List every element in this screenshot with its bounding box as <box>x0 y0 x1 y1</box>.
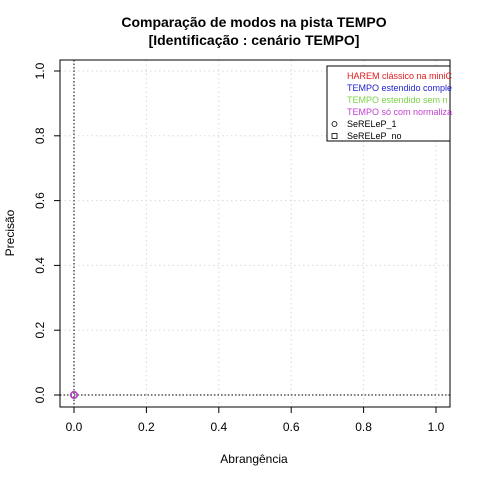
y-tick-label: 0.0 <box>33 386 47 403</box>
x-tick-label: 0.6 <box>283 420 300 434</box>
legend-entry: TEMPO só com normaliza <box>347 107 452 117</box>
x-axis: 0.0 0.2 0.4 0.6 0.8 1.0 <box>66 407 445 434</box>
chart-title: Comparação de modos na pista TEMPO <box>121 14 386 30</box>
y-tick-label: 0.4 <box>33 257 47 274</box>
x-axis-label: Abrangência <box>220 452 288 466</box>
y-tick-label: 1.0 <box>33 62 47 79</box>
x-tick-label: 0.4 <box>210 420 227 434</box>
legend-entry: TEMPO estendido sem n <box>347 95 448 105</box>
y-tick-label: 0.8 <box>33 127 47 144</box>
legend: HAREM clássico na miniC TEMPO estendido c… <box>326 65 453 142</box>
legend-entry: HAREM clássico na miniC <box>347 71 453 81</box>
legend-box <box>326 65 451 142</box>
legend-circle-symbol <box>331 121 338 127</box>
chart-subtitle: [Identificação : cenário TEMPO] <box>149 32 360 48</box>
plot-frame <box>59 59 451 408</box>
legend-square-symbol <box>331 133 338 139</box>
y-axis-label: Precisão <box>3 209 17 256</box>
x-tick-label: 0.8 <box>355 420 372 434</box>
data-point <box>70 391 78 399</box>
y-axis: 0.0 0.2 0.4 0.6 0.8 1.0 <box>33 62 60 403</box>
y-tick-label: 0.6 <box>33 192 47 209</box>
x-tick-label: 1.0 <box>428 420 445 434</box>
legend-entry: TEMPO estendido comple <box>347 83 452 93</box>
legend-entry: SeRELeP_no <box>347 131 402 141</box>
y-tick-label: 0.2 <box>33 322 47 339</box>
legend-entry: SeRELeP_1 <box>347 119 397 129</box>
x-tick-label: 0.2 <box>138 420 155 434</box>
x-tick-label: 0.0 <box>66 420 83 434</box>
data-points <box>70 391 78 399</box>
